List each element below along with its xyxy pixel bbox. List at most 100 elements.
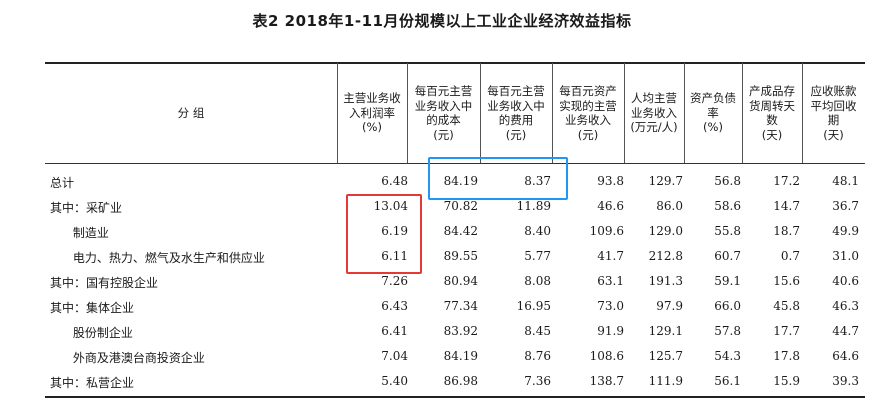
table-cell: 7.36 xyxy=(524,374,551,388)
column-divider xyxy=(337,63,338,163)
table-cell: 129.1 xyxy=(648,324,683,338)
table-cell: 108.6 xyxy=(589,349,624,363)
table-cell: 80.94 xyxy=(443,274,478,288)
table-cell: 6.11 xyxy=(381,249,408,263)
table-cell: 14.7 xyxy=(773,199,800,213)
top-rule xyxy=(45,62,865,64)
table-cell: 6.41 xyxy=(381,324,408,338)
table-cell: 8.08 xyxy=(524,274,551,288)
header-debt-ratio: 资产负债 率 (%) xyxy=(690,91,736,135)
table-cell: 58.6 xyxy=(714,199,741,213)
table-cell: 8.76 xyxy=(524,349,551,363)
table-cell: 125.7 xyxy=(648,349,683,363)
table-cell: 15.6 xyxy=(773,274,800,288)
table-cell: 55.8 xyxy=(714,224,741,238)
column-divider xyxy=(802,63,803,163)
table-row: 股份制企业 6.41 83.92 8.45 91.9 129.1 57.8 17.7 44.7 xyxy=(0,320,884,345)
table-cell: 17.7 xyxy=(773,324,800,338)
table-row: 总计 6.48 84.19 8.37 93.8 129.7 56.8 17.2 48.1 xyxy=(0,170,884,195)
table-cell: 83.92 xyxy=(443,324,478,338)
header-expense-per-100: 每百元主营 业务收入中 的费用 (元) xyxy=(487,84,545,142)
row-label: 其中：采矿业 xyxy=(50,201,123,215)
table-cell: 63.1 xyxy=(597,274,624,288)
column-divider xyxy=(480,63,481,163)
red-highlight-box xyxy=(346,194,422,274)
bottom-rule xyxy=(45,396,865,398)
table-row: 其中：国有控股企业 7.26 80.94 8.08 63.1 191.3 59.1 15.6 4… xyxy=(0,270,884,295)
table-row: 外商及港澳台商投资企业 7.04 84.19 8.76 108.6 125.7 54.3 17… xyxy=(0,345,884,370)
row-label: 总计 xyxy=(50,176,75,190)
table-cell: 97.9 xyxy=(656,299,683,313)
table-row: 制造业 6.19 84.42 8.40 109.6 129.0 55.8 18.7 49.9 xyxy=(0,220,884,245)
table-cell: 59.1 xyxy=(714,274,741,288)
row-label: 制造业 xyxy=(50,226,109,240)
column-divider xyxy=(552,63,553,163)
header-profit-margin: 主营业务收 入利润率 (%) xyxy=(343,91,401,135)
table-cell: 84.19 xyxy=(443,349,478,363)
table-cell: 8.37 xyxy=(524,174,551,188)
table-cell: 7.26 xyxy=(381,274,408,288)
table-row: 其中：集体企业 6.43 77.34 16.95 73.0 97.9 66.0 45.8 46.… xyxy=(0,295,884,320)
header-rule xyxy=(45,163,865,164)
table-cell: 111.9 xyxy=(648,374,683,388)
table-cell: 31.0 xyxy=(832,249,859,263)
blue-highlight-box xyxy=(428,157,568,200)
header-receivable-days: 应收账款 平均回收 期 (天) xyxy=(810,84,857,142)
table-cell: 57.8 xyxy=(714,324,741,338)
table-cell: 70.82 xyxy=(443,199,478,213)
table-cell: 15.9 xyxy=(773,374,800,388)
table-cell: 6.48 xyxy=(381,174,408,188)
table-cell: 86.0 xyxy=(656,199,683,213)
table-cell: 40.6 xyxy=(832,274,859,288)
table-cell: 39.3 xyxy=(832,374,859,388)
table-row: 其中：采矿业 13.04 70.82 11.89 46.6 86.0 58.6 14.7 36.… xyxy=(0,195,884,220)
table-cell: 129.0 xyxy=(648,224,683,238)
row-label: 其中：国有控股企业 xyxy=(50,276,159,290)
row-label: 其中：集体企业 xyxy=(50,301,135,315)
table-cell: 86.98 xyxy=(443,374,478,388)
header-group: 分 组 xyxy=(177,105,205,120)
header-revenue-per-100-assets: 每百元资产 实现的主营 业务收入 (元) xyxy=(559,84,617,142)
row-label: 其中：私营企业 xyxy=(50,376,135,390)
table-row: 其中：私营企业 5.40 86.98 7.36 138.7 111.9 56.1 15.9 39… xyxy=(0,370,884,395)
table-cell: 44.7 xyxy=(832,324,859,338)
table-cell: 56.8 xyxy=(714,174,741,188)
table-cell: 16.95 xyxy=(516,299,551,313)
table-cell: 73.0 xyxy=(597,299,624,313)
table-cell: 8.45 xyxy=(524,324,551,338)
header-revenue-per-capita: 人均主营 业务收入 (万元/人) xyxy=(630,91,678,135)
table-cell: 6.43 xyxy=(381,299,408,313)
table-cell: 84.19 xyxy=(443,174,478,188)
table-cell: 77.34 xyxy=(443,299,478,313)
table-title: 表2 2018年1-11月份规模以上工业企业经济效益指标 xyxy=(252,12,632,30)
header-cost-per-100: 每百元主营 业务收入中 的成本 (元) xyxy=(414,84,473,142)
table-cell: 212.8 xyxy=(648,249,683,263)
column-divider xyxy=(624,63,625,163)
table-cell: 8.40 xyxy=(524,224,551,238)
table-cell: 7.04 xyxy=(381,349,408,363)
table-cell: 36.7 xyxy=(832,199,859,213)
table-cell: 48.1 xyxy=(832,174,859,188)
table-cell: 89.55 xyxy=(443,249,478,263)
table-row: 电力、热力、燃气及水生产和供应业 6.11 89.55 5.77 41.7 212.8 60… xyxy=(0,245,884,270)
table-cell: 60.7 xyxy=(714,249,741,263)
table-cell: 41.7 xyxy=(597,249,624,263)
table-cell: 56.1 xyxy=(714,374,741,388)
table-cell: 93.8 xyxy=(597,174,624,188)
table-cell: 66.0 xyxy=(714,299,741,313)
table-cell: 191.3 xyxy=(648,274,683,288)
table-cell: 91.9 xyxy=(597,324,624,338)
table-cell: 54.3 xyxy=(714,349,741,363)
table-cell: 138.7 xyxy=(589,374,624,388)
row-label: 电力、热力、燃气及水生产和供应业 xyxy=(50,251,265,265)
column-divider xyxy=(742,63,743,163)
column-divider xyxy=(684,63,685,163)
row-label: 外商及港澳台商投资企业 xyxy=(50,351,205,365)
row-label: 股份制企业 xyxy=(50,326,133,340)
table-cell: 17.2 xyxy=(773,174,800,188)
table-cell: 84.42 xyxy=(443,224,478,238)
table-cell: 5.40 xyxy=(381,374,408,388)
table-cell: 5.77 xyxy=(524,249,551,263)
table-cell: 129.7 xyxy=(648,174,683,188)
table-cell: 11.89 xyxy=(516,199,551,213)
